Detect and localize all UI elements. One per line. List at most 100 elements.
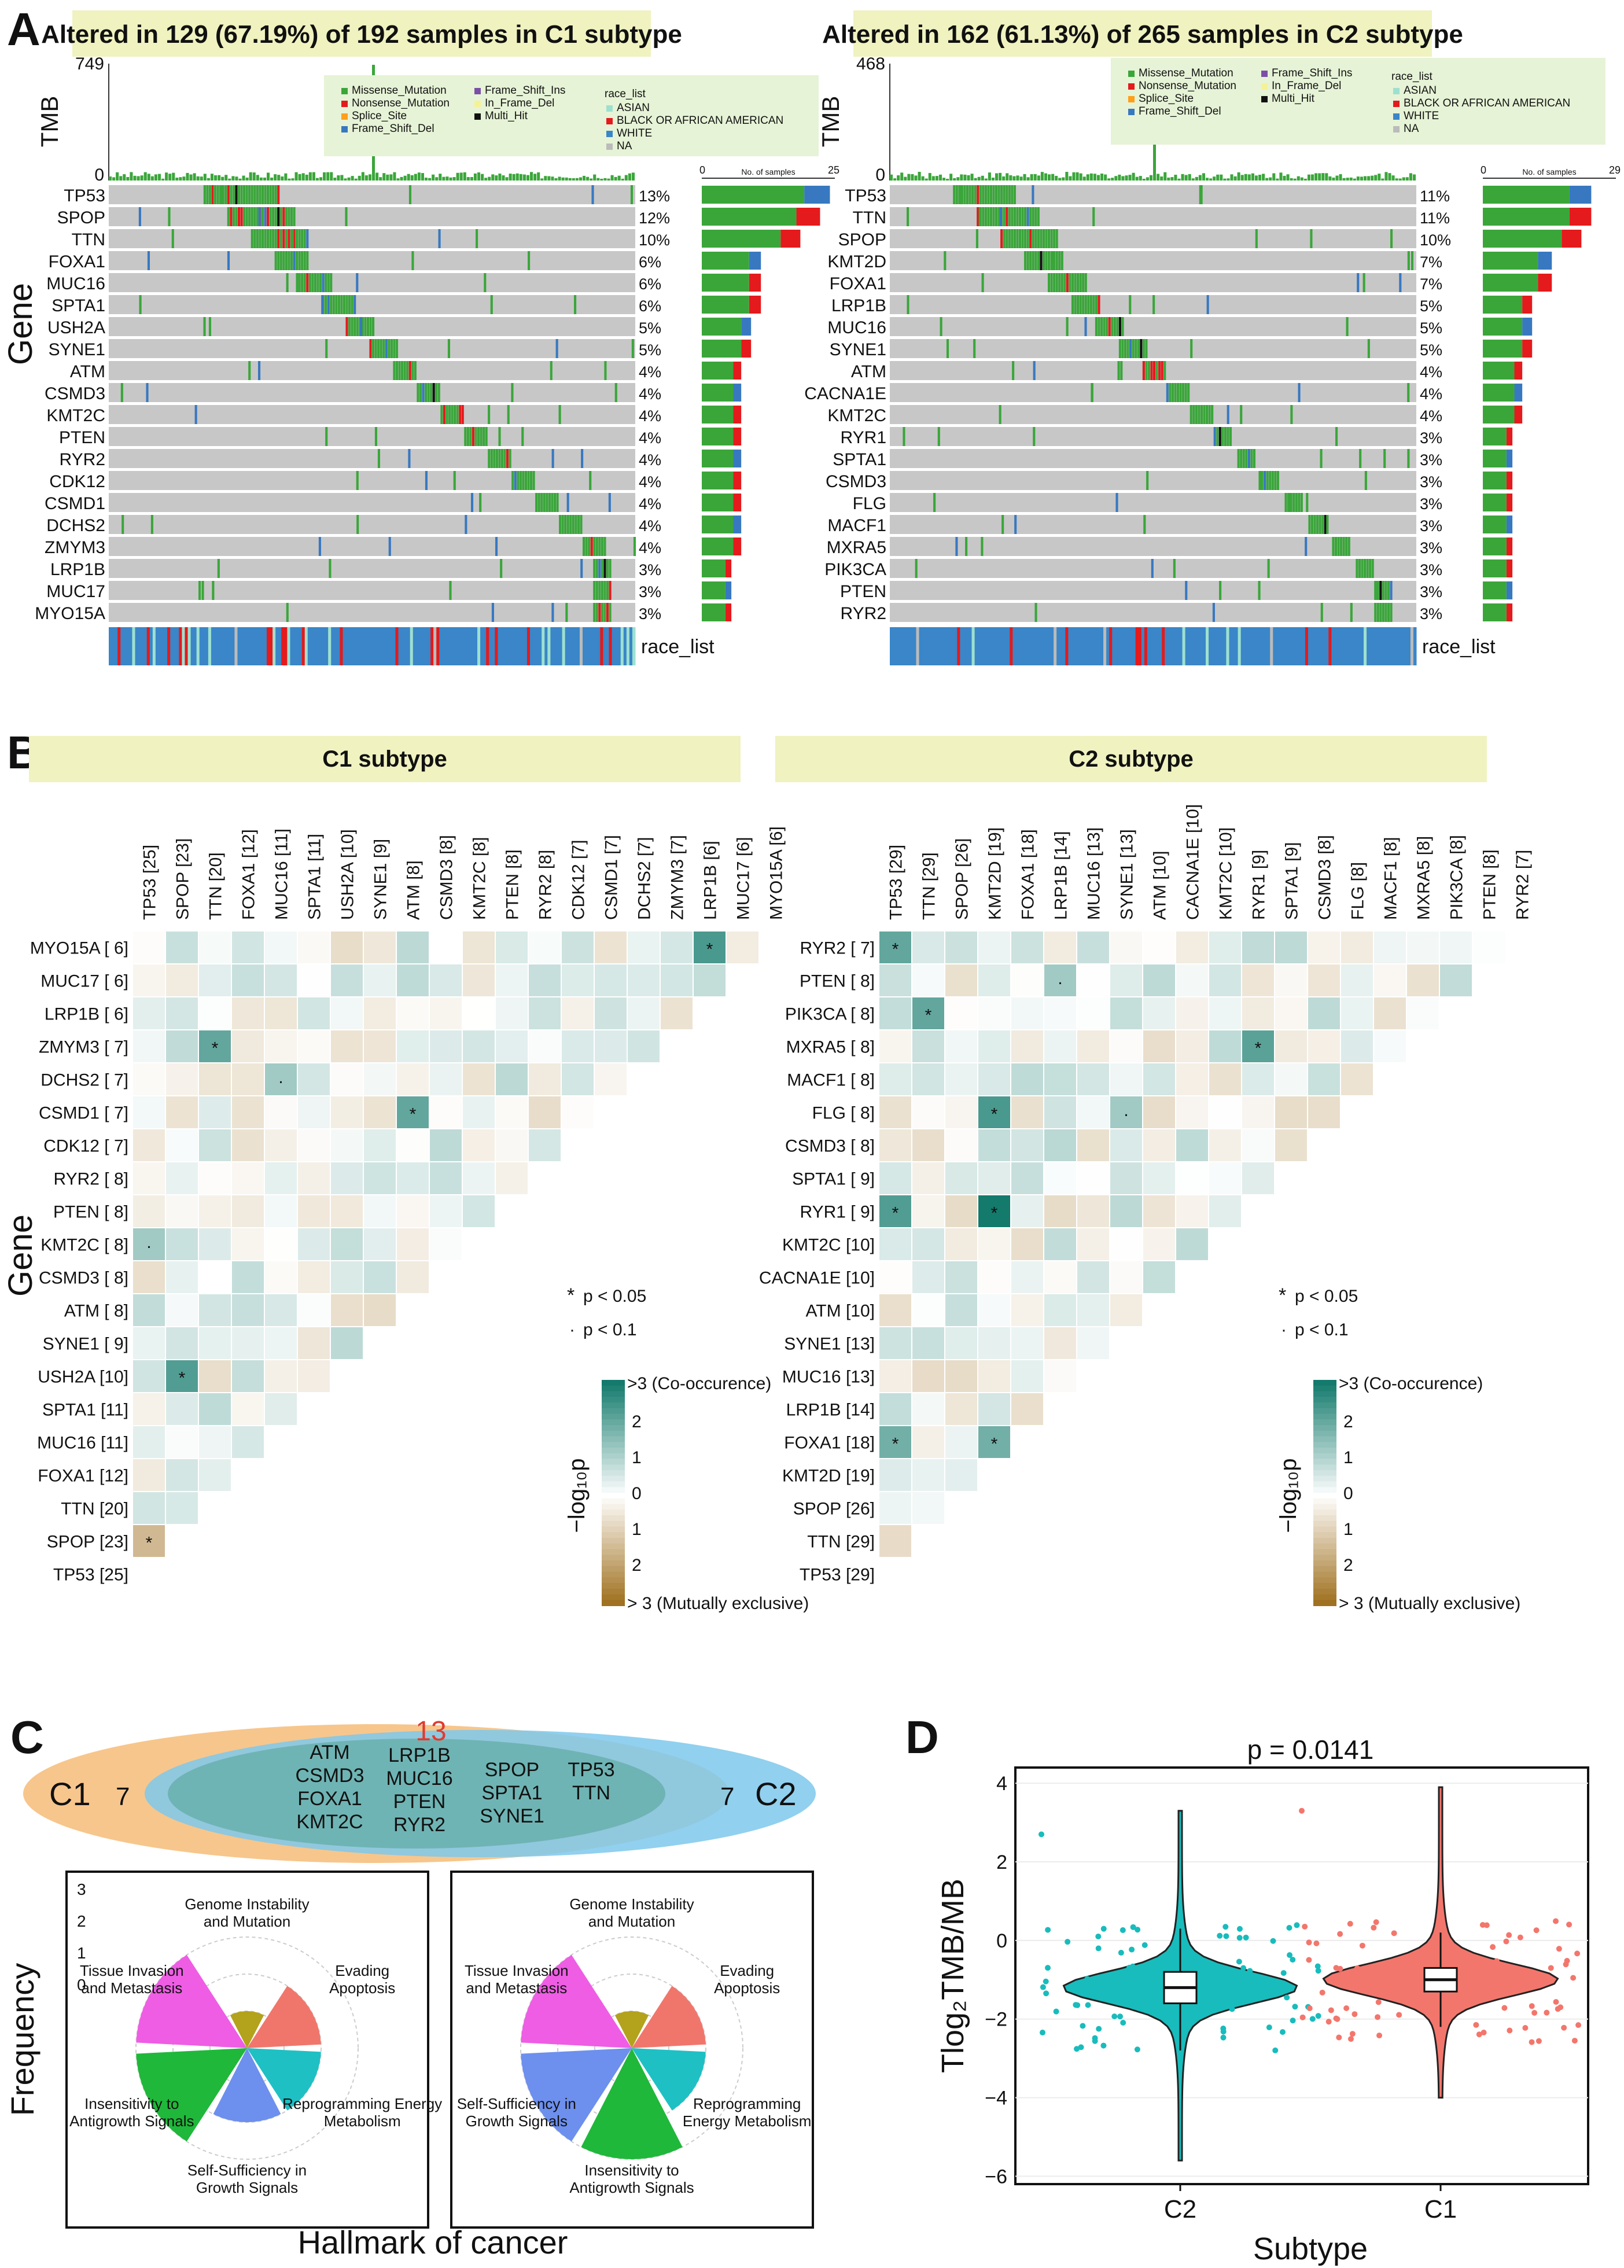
race-cell: [1051, 627, 1054, 665]
matrix-cell: [879, 1030, 911, 1062]
matrix-cell: [1077, 1294, 1109, 1326]
race-cell: [407, 627, 411, 665]
mutation-cell: [1359, 449, 1362, 468]
violin-point: [1299, 1807, 1305, 1814]
mutation-cell: [1255, 229, 1258, 248]
matrix-cell: [1176, 1195, 1208, 1227]
colorbar-segment: [1313, 1504, 1336, 1511]
mutation-cell: [224, 185, 227, 204]
race-cell: [913, 627, 916, 665]
violin-point: [1566, 1921, 1573, 1928]
race-cell: [1378, 627, 1382, 665]
race-cell: [477, 627, 481, 665]
matrix-column-label: MYO15A [6]: [767, 826, 786, 920]
tmb-bar: [967, 175, 970, 181]
mutation-cell: [1384, 581, 1387, 600]
mutation-cell: [1166, 383, 1169, 402]
race-cell: [1068, 627, 1071, 665]
race-cell: [249, 627, 253, 665]
colorbar-co-label: >3 (Co-occurence): [1339, 1374, 1483, 1393]
matrix-cell-significant: [199, 1030, 231, 1062]
tmb-bar: [1237, 172, 1240, 181]
mutation-cell: [351, 317, 353, 336]
tmb-bar: [1353, 178, 1356, 181]
mutation-cell: [301, 229, 304, 248]
gene-percent: 3%: [1420, 495, 1442, 513]
tmb-bar: [256, 175, 259, 181]
race-cell: [272, 627, 276, 665]
gene-row-bg: [109, 185, 635, 204]
colorbar-tick: 2: [632, 1412, 642, 1431]
matrix-cell: [397, 1129, 429, 1161]
matrix-cell: [1242, 932, 1274, 963]
matrix-cell: [1044, 997, 1076, 1029]
matrix-cell: [562, 964, 594, 996]
race-cell: [120, 627, 124, 665]
title-banner: [72, 10, 651, 57]
tmb-bar: [1142, 178, 1146, 181]
matrix-cell: [364, 1030, 396, 1062]
matrix-row-label: USH2A [10]: [38, 1368, 128, 1387]
mutation-cell: [1245, 449, 1248, 468]
mutation-cell: [1264, 471, 1266, 490]
gene-bar: [1483, 406, 1515, 424]
gene-label: CACNA1E: [804, 384, 886, 403]
mutation-cell: [984, 185, 987, 204]
tmb-max-tick: 468: [856, 54, 885, 73]
race-cell: [922, 627, 926, 665]
gene-row-bg: [109, 471, 635, 490]
mutation-cell: [609, 581, 612, 600]
mutation-cell: [1011, 185, 1014, 204]
matrix-column-label: SPTA1 [9]: [1283, 842, 1302, 920]
violin-point: [1095, 1933, 1102, 1939]
race-cell: [173, 627, 176, 665]
tmb-bar: [291, 178, 294, 181]
matrix-row-label: MUC17 [ 6]: [40, 972, 128, 991]
tmb-bar: [379, 177, 382, 181]
mutation-cell: [1206, 405, 1209, 424]
mutation-cell: [982, 185, 985, 204]
matrix-cell: [661, 964, 693, 996]
matrix-cell: [1143, 1162, 1175, 1194]
matrix-cell: [1077, 1195, 1109, 1227]
tmb-bar: [1247, 174, 1251, 181]
race-cell: [1188, 627, 1192, 665]
race-cell: [910, 627, 914, 665]
colorbar-segment: [1313, 1600, 1336, 1606]
variant-legend-label: Frame_Shift_Del: [352, 123, 434, 135]
colorbar-segment: [602, 1459, 625, 1466]
tmb-bar: [481, 174, 484, 181]
gene-label: MUC16: [827, 318, 886, 337]
matrix-cell: [199, 1063, 231, 1095]
mutation-cell: [1111, 317, 1114, 336]
matrix-cell: [879, 1492, 911, 1524]
matrix-cell: [879, 1228, 911, 1260]
tmb-bar: [130, 172, 133, 181]
violin-point: [1117, 2013, 1124, 2020]
tmb-bar: [1016, 175, 1019, 181]
violin-point: [1352, 2011, 1358, 2017]
gene-bar: [702, 472, 734, 489]
race-cell: [223, 627, 226, 665]
race-cell: [1147, 627, 1151, 665]
race-cell: [1129, 627, 1133, 665]
matrix-cell: [166, 1063, 198, 1095]
rose-wedge: [632, 1986, 706, 2048]
matrix-row-label: CSMD3 [ 8]: [39, 1269, 128, 1288]
violin-point: [1375, 1999, 1382, 2005]
rose-wedge-label: Insensitivity to: [584, 2162, 679, 2179]
matrix-cell: [199, 1459, 231, 1491]
mutation-cell: [261, 185, 264, 204]
matrix-cell: [364, 1261, 396, 1293]
violin-C2: C2: [1039, 1810, 1321, 2223]
matrix-column-label: MACF1 [8]: [1382, 837, 1401, 920]
mutation-cell: [1042, 251, 1045, 270]
colorbar-segment: [602, 1577, 625, 1584]
race-cell: [185, 627, 188, 665]
venn-c2-count: 7: [720, 1783, 734, 1811]
tmb-bar: [981, 175, 984, 181]
tmb-bar: [119, 176, 123, 181]
matrix-cell: [232, 1030, 264, 1062]
gene-bar: [702, 230, 781, 248]
race-cell: [1364, 627, 1367, 665]
